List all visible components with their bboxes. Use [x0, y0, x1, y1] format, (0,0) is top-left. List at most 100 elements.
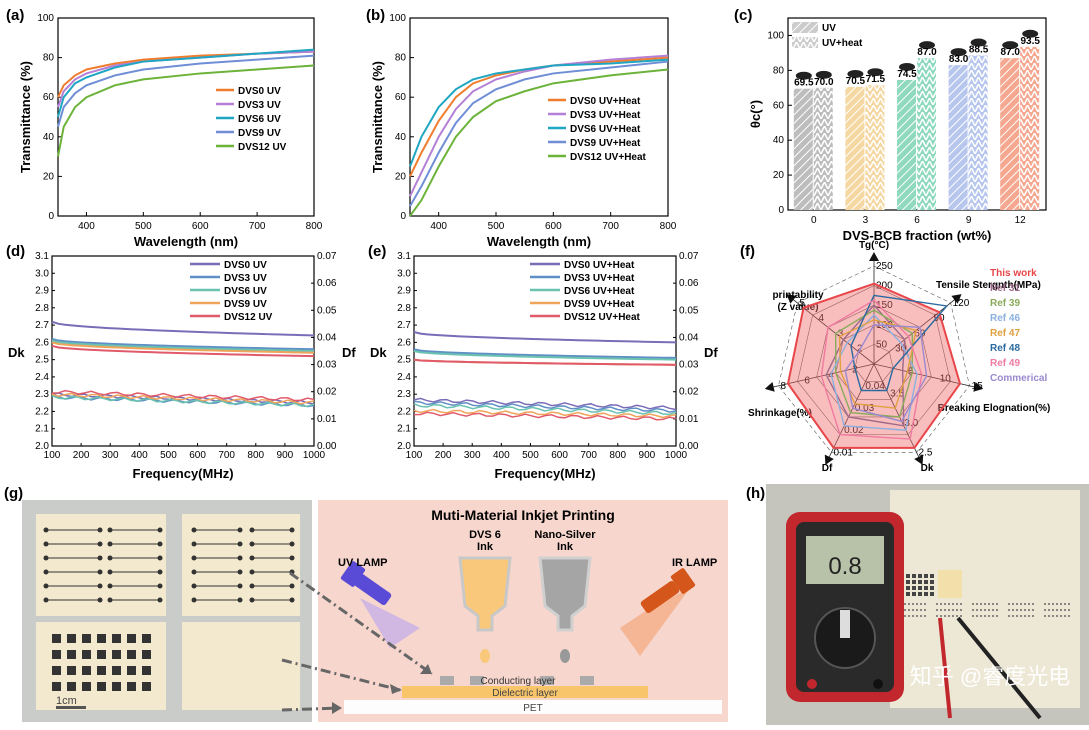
radar-tick-label: 0.03	[855, 403, 875, 414]
y-tick-label: 2.6	[35, 337, 49, 348]
bar-hatch	[845, 86, 865, 210]
pad	[237, 527, 243, 533]
y-axis-label: Transmittance (%)	[18, 61, 33, 173]
legend-label: UV+heat	[822, 38, 863, 49]
x-tick-label: 700	[602, 221, 619, 232]
radar-axis-label: Df	[822, 463, 833, 474]
bar-label-bg	[865, 76, 885, 85]
y-tick-label: 0	[400, 211, 406, 222]
y-tick-label: 100	[389, 13, 406, 24]
y-tick-label: 2.3	[35, 389, 49, 400]
radar-axis-label: (Z value)	[777, 302, 818, 313]
y-tick-label: 40	[43, 132, 55, 143]
pad	[289, 541, 295, 547]
dk-series-line	[413, 331, 677, 344]
y-tick-label: 2.6	[397, 337, 411, 348]
silver-ink-nozzle-icon	[538, 556, 592, 663]
legend-label: UV	[822, 23, 836, 34]
panel-c-label: (c)	[734, 7, 752, 24]
axis-arrow-icon	[973, 382, 984, 392]
x-tick-label: 500	[522, 450, 539, 461]
bar-label-bg	[1000, 49, 1020, 58]
legend-label: This work	[990, 268, 1037, 279]
bar-value-label: 74.5	[897, 69, 917, 80]
pet-label: PET	[523, 703, 542, 714]
y-tick-label: 100	[767, 30, 784, 41]
x-axis-label: Wavelength (nm)	[134, 234, 238, 249]
printed-circuit-grid	[900, 570, 1070, 617]
y2-tick-label: 0.07	[317, 251, 337, 262]
radar-tick-label: 2.5	[919, 447, 933, 458]
x-tick-label: 100	[406, 450, 423, 461]
chart-b: 0 20 40 60 80 100 400 500 600 700 800 Wavelength (n…	[370, 13, 677, 249]
x-tick-label: 600	[545, 221, 562, 232]
square-pad	[930, 574, 934, 578]
y2-tick-label: 0.02	[679, 387, 699, 398]
y-tick-label: 60	[395, 92, 407, 103]
square-pad	[52, 634, 61, 643]
panel-f: (f) Tg(°C) Tensile Stergnth(MPa) Breaking …	[740, 240, 1051, 474]
legend-swatch-hatch	[792, 37, 818, 48]
droplet-icon	[899, 62, 915, 71]
pad	[97, 527, 103, 533]
square-pad	[924, 586, 928, 590]
square-pad	[930, 580, 934, 584]
y-tick-label: 2.4	[35, 372, 49, 383]
square-pad	[112, 666, 121, 675]
radar-tick-label: 120	[953, 298, 970, 309]
radar-grid	[854, 344, 894, 382]
y-tick-label: 2.4	[397, 372, 411, 383]
y-tick-label: 100	[37, 13, 54, 24]
x-tick-label: 200	[73, 450, 90, 461]
pad	[157, 527, 163, 533]
legend-label: DVS12 UV+Heat	[564, 312, 641, 323]
dvs-ink-nozzle-icon	[458, 556, 512, 663]
df-series-line	[51, 389, 315, 402]
square-pad	[67, 682, 76, 691]
pad	[157, 583, 163, 589]
arrow-head	[420, 664, 432, 674]
square-pad	[924, 574, 928, 578]
square-pad	[67, 634, 76, 643]
square-pad	[142, 666, 151, 675]
radar-grid	[797, 285, 951, 435]
y-tick-label: 3.0	[397, 268, 411, 279]
panel-g: (g) 1cm Muti-Material Inkjet Printing UV…	[0, 478, 735, 725]
legend-label: DVS6 UV	[238, 114, 281, 125]
pad	[157, 555, 163, 561]
bar-label-bg	[917, 49, 936, 58]
x-tick-label: 1000	[665, 450, 688, 461]
radar-axis-label: Breaking Elognation(%)	[938, 403, 1051, 414]
ir-lamp-icon	[620, 568, 696, 656]
square-pad	[142, 650, 151, 659]
y2-tick-label: 0.01	[317, 414, 337, 425]
panel-h: (h) 0.8 知乎 @睿度光电	[740, 478, 1089, 725]
df-series-line	[413, 403, 677, 416]
bar-hatch	[793, 88, 813, 210]
square-pad	[82, 634, 91, 643]
x-tick-label: 100	[44, 450, 61, 461]
y-tick-label: 2.1	[397, 424, 411, 435]
radar-axis-label: Tg(°C)	[859, 240, 889, 251]
panel-e-label: (e)	[368, 243, 386, 260]
x-tick-label: 900	[277, 450, 294, 461]
square-pad	[82, 682, 91, 691]
droplet-icon	[1022, 29, 1039, 38]
legend-label: DVS3 UV+Heat	[564, 273, 635, 284]
y2-tick-label: 0.06	[679, 278, 699, 289]
square-pad	[127, 634, 136, 643]
radar-tick-label: 0.01	[833, 447, 853, 458]
panel-a: (a) 0 20 40 60 80 100 400 500 600 700 800 Wavelengt…	[6, 7, 323, 249]
x-tick-label: 800	[660, 221, 677, 232]
dk-series-line	[413, 350, 677, 361]
dielectric-layer-label: Dielectric layer	[492, 688, 558, 699]
plot-frame	[409, 17, 669, 217]
dk-series-line	[51, 320, 315, 337]
panel-h-photo: (h) 0.8 知乎 @睿度光电	[746, 484, 1089, 725]
series-line	[57, 48, 315, 118]
panel-b-label: (b)	[366, 7, 385, 24]
x-tick-label: 800	[247, 450, 264, 461]
legend-label: DVS3 UV	[238, 100, 281, 111]
chart-e: 2.0 2.1 2.2 2.3 2.4 2.5 2.6 2.7 2.8 2.9 3.0 3.1 0.00…	[370, 251, 718, 481]
conducting-layer-label: Conducting layer	[480, 676, 556, 687]
